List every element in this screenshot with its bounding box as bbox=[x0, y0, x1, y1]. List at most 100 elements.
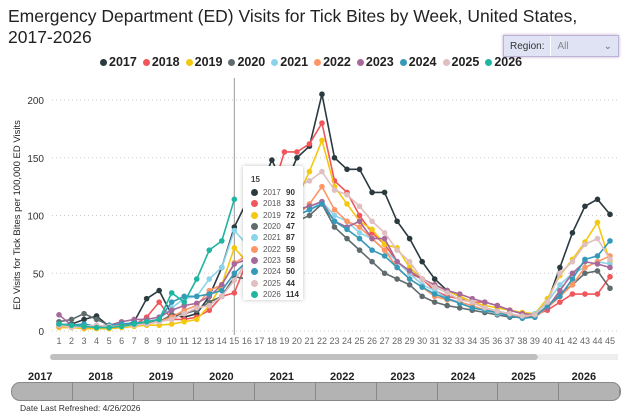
data-point-2017-w42[interactable] bbox=[569, 230, 576, 236]
horizontal-scrollbar[interactable] bbox=[50, 354, 538, 360]
data-point-2017-w18[interactable] bbox=[269, 157, 275, 163]
data-point-2020-w30[interactable] bbox=[419, 293, 425, 300]
data-point-2019-w10[interactable] bbox=[168, 321, 175, 327]
data-point-2019-w21[interactable] bbox=[306, 168, 313, 175]
data-point-2021-w13[interactable] bbox=[206, 276, 213, 282]
data-point-2020-w43[interactable] bbox=[582, 270, 588, 277]
data-point-2025-w42[interactable] bbox=[569, 258, 576, 265]
data-point-2025-w26[interactable] bbox=[369, 218, 375, 225]
data-point-2018-w25[interactable] bbox=[356, 212, 363, 219]
data-point-2023-w44[interactable] bbox=[594, 261, 601, 267]
legend-item-2024[interactable]: 2024 bbox=[399, 55, 437, 69]
region-dropdown[interactable]: Region: All ⌄ bbox=[503, 35, 619, 57]
data-point-2021-w25[interactable] bbox=[356, 230, 363, 236]
data-point-2025-w28[interactable] bbox=[394, 247, 400, 253]
data-point-2023-w25[interactable] bbox=[356, 218, 363, 225]
data-point-2017-w20[interactable] bbox=[294, 154, 300, 161]
data-point-2020-w28[interactable] bbox=[394, 276, 400, 282]
data-point-2018-w21[interactable] bbox=[306, 141, 313, 147]
data-point-2021-w15[interactable] bbox=[231, 227, 238, 234]
data-point-2024-w13[interactable] bbox=[206, 291, 213, 297]
data-point-2026-w3[interactable] bbox=[81, 323, 87, 330]
data-point-2024-w11[interactable] bbox=[181, 293, 188, 300]
data-point-2025-w27[interactable] bbox=[381, 230, 388, 236]
data-point-2023-w36[interactable] bbox=[494, 302, 501, 309]
data-point-2017-w23[interactable] bbox=[331, 154, 338, 161]
data-point-2025-w30[interactable] bbox=[419, 276, 425, 282]
data-point-2017-w31[interactable] bbox=[431, 276, 438, 282]
data-point-2017-w27[interactable] bbox=[381, 189, 388, 196]
data-point-2018-w15[interactable] bbox=[231, 290, 238, 296]
data-point-2020-w21[interactable] bbox=[306, 212, 313, 219]
data-point-2023-w1[interactable] bbox=[56, 312, 62, 318]
legend-item-2026[interactable]: 2026 bbox=[485, 55, 522, 69]
data-point-2024-w15[interactable] bbox=[231, 270, 238, 277]
data-point-2024-w12[interactable] bbox=[193, 293, 200, 300]
data-point-2018-w19[interactable] bbox=[281, 149, 288, 155]
data-point-2025-w25[interactable] bbox=[356, 203, 363, 210]
data-point-2024-w10[interactable] bbox=[168, 299, 175, 305]
data-point-2024-w41[interactable] bbox=[557, 293, 563, 300]
data-point-2025-w10[interactable] bbox=[168, 316, 175, 323]
data-point-2022-w23[interactable] bbox=[331, 206, 338, 213]
data-point-2025-w34[interactable] bbox=[469, 299, 476, 305]
data-point-2017-w29[interactable] bbox=[406, 235, 413, 242]
data-point-2025-w35[interactable] bbox=[481, 305, 488, 311]
data-point-2021-w23[interactable] bbox=[331, 212, 338, 219]
data-point-2017-w28[interactable] bbox=[394, 218, 400, 225]
data-point-2018-w44[interactable] bbox=[594, 291, 601, 297]
data-point-2026-w1[interactable] bbox=[56, 321, 62, 327]
data-point-2020-w25[interactable] bbox=[356, 247, 363, 253]
data-point-2024-w22[interactable] bbox=[319, 201, 325, 207]
data-point-2020-w3[interactable] bbox=[81, 310, 87, 317]
data-point-2018-w45[interactable] bbox=[607, 273, 613, 280]
data-point-2018-w22[interactable] bbox=[319, 120, 325, 126]
legend-item-2021[interactable]: 2021 bbox=[271, 55, 308, 69]
data-point-2025-w15[interactable] bbox=[231, 277, 238, 283]
data-point-2025-w31[interactable] bbox=[431, 284, 438, 290]
data-point-2024-w23[interactable] bbox=[331, 218, 338, 225]
data-point-2025-w21[interactable] bbox=[306, 178, 313, 184]
data-point-2017-w43[interactable] bbox=[582, 203, 588, 210]
data-point-2025-w12[interactable] bbox=[193, 305, 200, 311]
data-point-2022-w24[interactable] bbox=[344, 218, 350, 225]
data-point-2020-w23[interactable] bbox=[331, 224, 338, 230]
data-point-2024-w14[interactable] bbox=[218, 287, 225, 294]
data-point-2019-w15[interactable] bbox=[231, 245, 238, 251]
data-point-2026-w8[interactable] bbox=[143, 318, 150, 325]
data-point-2024-w21[interactable] bbox=[306, 206, 313, 213]
legend-item-2018[interactable]: 2018 bbox=[142, 55, 180, 69]
timeline-segment-2021[interactable] bbox=[255, 383, 316, 400]
timeline-segment-2022[interactable] bbox=[316, 383, 377, 400]
data-point-2025-w45[interactable] bbox=[607, 256, 613, 263]
data-point-2017-w41[interactable] bbox=[557, 264, 563, 271]
data-point-2026-w9[interactable] bbox=[156, 316, 162, 323]
data-point-2022-w22[interactable] bbox=[319, 183, 325, 190]
legend-item-2017[interactable]: 2017 bbox=[100, 55, 137, 69]
data-point-2017-w8[interactable] bbox=[143, 295, 150, 302]
data-point-2022-w25[interactable] bbox=[356, 224, 363, 230]
data-point-2026-w4[interactable] bbox=[93, 324, 100, 331]
year-timeline-slider[interactable] bbox=[11, 382, 621, 401]
data-point-2024-w25[interactable] bbox=[356, 235, 363, 242]
timeline-segment-2025[interactable] bbox=[498, 383, 560, 400]
data-point-2026-w15[interactable] bbox=[231, 196, 238, 203]
data-point-2020-w33[interactable] bbox=[456, 305, 463, 311]
data-point-2024-w30[interactable] bbox=[419, 284, 425, 290]
data-point-2018-w43[interactable] bbox=[582, 291, 588, 297]
data-point-2019-w44[interactable] bbox=[594, 219, 601, 226]
data-point-2022-w42[interactable] bbox=[569, 282, 576, 288]
data-point-2024-w45[interactable] bbox=[607, 238, 613, 244]
data-point-2017-w25[interactable] bbox=[356, 166, 363, 173]
data-point-2017-w45[interactable] bbox=[607, 211, 613, 218]
data-point-2025-w22[interactable] bbox=[319, 168, 325, 175]
data-point-2025-w33[interactable] bbox=[456, 297, 463, 303]
data-point-2025-w32[interactable] bbox=[444, 290, 451, 296]
data-point-2024-w24[interactable] bbox=[344, 226, 350, 233]
data-point-2020-w32[interactable] bbox=[444, 302, 451, 309]
data-point-2022-w27[interactable] bbox=[381, 247, 388, 253]
data-point-2020-w31[interactable] bbox=[431, 299, 438, 305]
data-point-2025-w29[interactable] bbox=[406, 258, 413, 265]
data-point-2017-w22[interactable] bbox=[319, 91, 325, 98]
data-point-2025-w23[interactable] bbox=[331, 187, 338, 193]
